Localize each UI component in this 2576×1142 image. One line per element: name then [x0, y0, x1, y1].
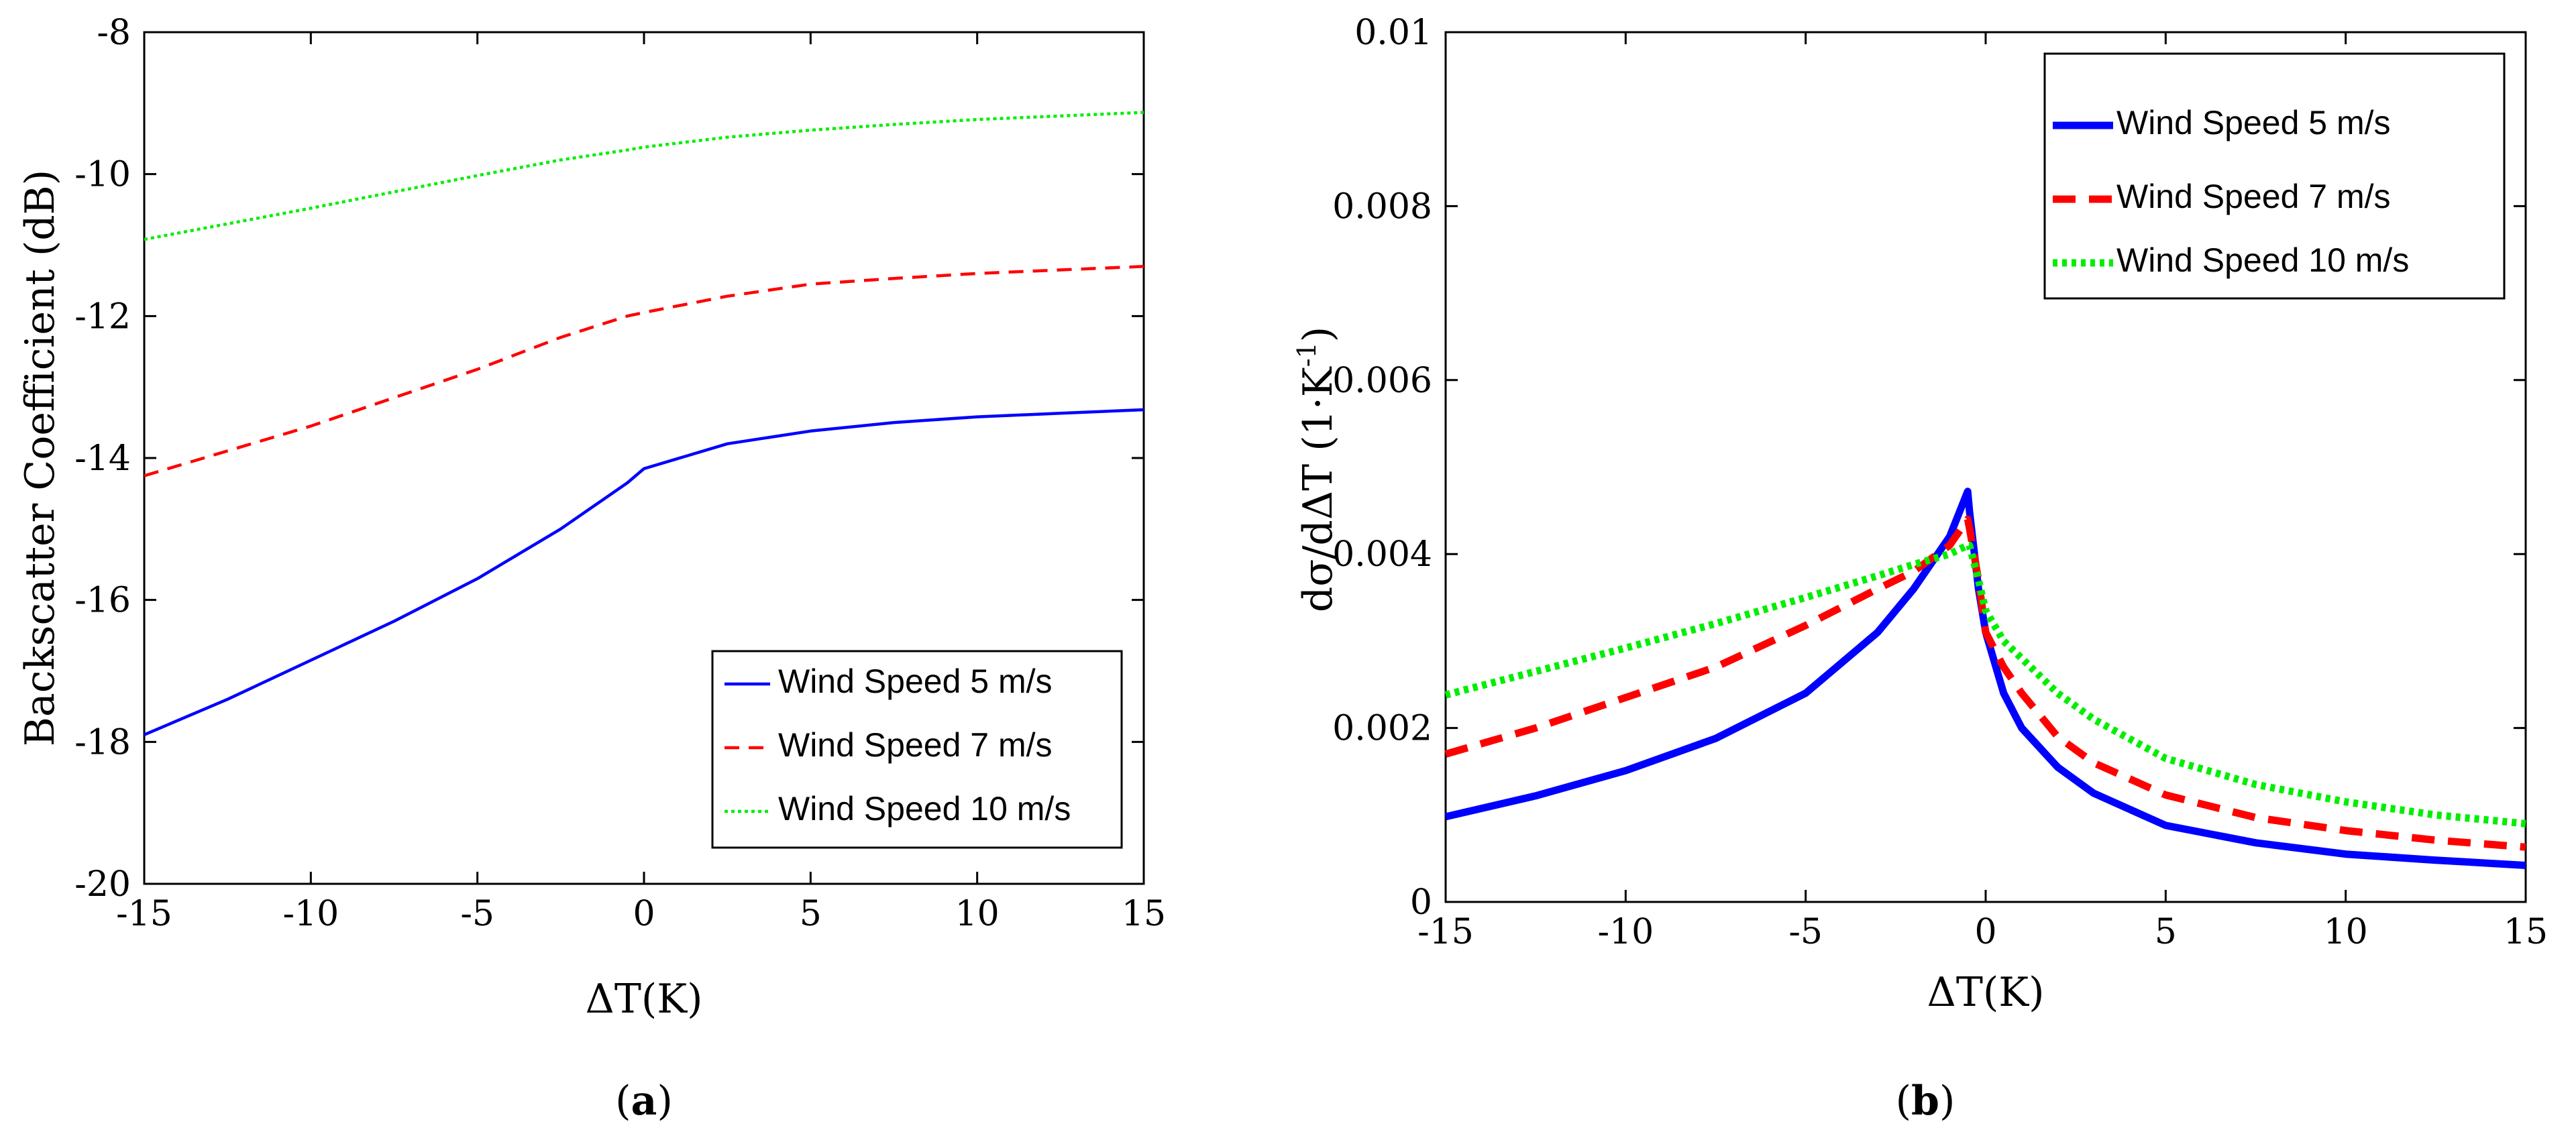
panel-a-lines [144, 111, 1144, 736]
panel-a-legend-samples [724, 682, 770, 813]
panel-a-legend-entry-2: Wind Speed 7 m/s [778, 726, 1053, 764]
panel-a-x-tick-label: 10 [955, 894, 1000, 934]
panel-b-x-tick-label: 15 [2504, 912, 2548, 952]
panel-b-y-tick-label: 0.01 [1354, 13, 1432, 53]
panel-a-x-tick-label: 15 [1122, 894, 1166, 934]
panel-b-legend-samples [2053, 121, 2113, 267]
panel-a-chart: -15 -10 -5 0 5 10 15 -20 -18 -16 -14 -12 -10 -8 ΔT(K)… [17, 13, 1166, 1125]
panel-b-legend-entry-1: Wind Speed 5 m/s [2116, 104, 2391, 141]
panel-b-y-tick-label: 0.004 [1332, 534, 1432, 575]
panel-a-label: (a) [615, 1078, 673, 1125]
panel-b-series-line-1 [1444, 488, 2526, 869]
panel-b-x-tick-label: 0 [1974, 912, 1996, 952]
panel-a-legend: Wind Speed 5 m/s Wind Speed 7 m/s Wind S… [711, 650, 1123, 849]
panel-a-legend-entry-3: Wind Speed 10 m/s [778, 790, 1071, 827]
panel-b-x-tick-label: 5 [2155, 912, 2177, 952]
panel-b-y-axis-label-close: ) [1295, 327, 1342, 342]
panel-b-y-axis-label-sup: -1 [1292, 342, 1322, 367]
panel-b-label: (b) [1896, 1078, 1955, 1125]
panel-a-y-tick-label: -20 [74, 864, 131, 905]
panel-b-legend-box [2043, 52, 2506, 300]
panel-a-series-line-3 [144, 111, 1144, 241]
panel-b-series-line-2 [1444, 515, 2526, 851]
panel-b-x-tick-label: 10 [2324, 912, 2368, 952]
panel-b-x-axis-label: ΔT(K) [1927, 969, 2045, 1016]
panel-a-legend-box [711, 650, 1123, 849]
panel-b-y-tick-label: 0 [1410, 882, 1432, 923]
panel-b-y-tick-label: 0.006 [1332, 361, 1432, 401]
panel-b-x-tick-label: -15 [1417, 912, 1474, 952]
panel-a-x-tick-label: 0 [633, 894, 655, 934]
panel-b-lines [1444, 488, 2526, 869]
panel-a-y-tick-label: -16 [74, 581, 131, 621]
panel-b-y-tick-label: 0.008 [1332, 186, 1432, 227]
panel-a-y-axis-label: Backscatter Coefficient (dB) [17, 170, 64, 746]
panel-a-series-line-2 [144, 265, 1144, 477]
panel-b-chart: -15 -10 -5 0 5 10 1500.0020.0040.0060.0080.01 … [1292, 13, 2548, 1125]
panel-b-y-axis-label: dσ/dΔT (1·K-1) [1292, 327, 1342, 612]
panel-b-x-tick-label: -5 [1788, 912, 1823, 952]
panel-a-series-line-1 [144, 408, 1144, 736]
panel-b-series-line-3 [1444, 541, 2526, 827]
panel-a-x-tick-label: -15 [116, 894, 172, 934]
panel-b-y-tick-label: 0.002 [1332, 709, 1432, 749]
panel-a-ticks: -15 -10 -5 0 5 10 15 -20 -18 -16 -14 -12 -10 -8 [74, 13, 1166, 934]
panel-a-legend-entry-1: Wind Speed 5 m/s [778, 663, 1053, 700]
panel-a-y-tick-label: -12 [74, 296, 131, 337]
panel-a-x-tick-label: -5 [460, 894, 494, 934]
panel-a-y-tick-label: -18 [74, 722, 131, 762]
panel-b-ticks: -15 -10 -5 0 5 10 15 0 0.002 0.004 0.006 0.008 0.01 [1332, 13, 2548, 952]
panel-b-x-tick-label: -10 [1597, 912, 1654, 952]
panel-a-x-tick-label: -10 [282, 894, 339, 934]
panel-a-y-tick-label: -10 [74, 155, 131, 195]
panel-a-x-tick-label: 5 [800, 894, 822, 934]
panel-b-legend: Wind Speed 5 m/s Wind Speed 7 m/s Wind S… [2043, 52, 2506, 300]
panel-a-x-axis-label: ΔT(K) [586, 976, 703, 1023]
panel-a-y-tick-label: -14 [74, 439, 131, 479]
panel-a-y-tick-label: -8 [97, 13, 131, 53]
panel-b-y-axis-label-main: dσ/dΔT (1·K [1295, 366, 1342, 612]
panel-b-legend-entry-2: Wind Speed 7 m/s [2116, 178, 2391, 215]
panel-b-legend-entry-3: Wind Speed 10 m/s [2116, 241, 2409, 279]
